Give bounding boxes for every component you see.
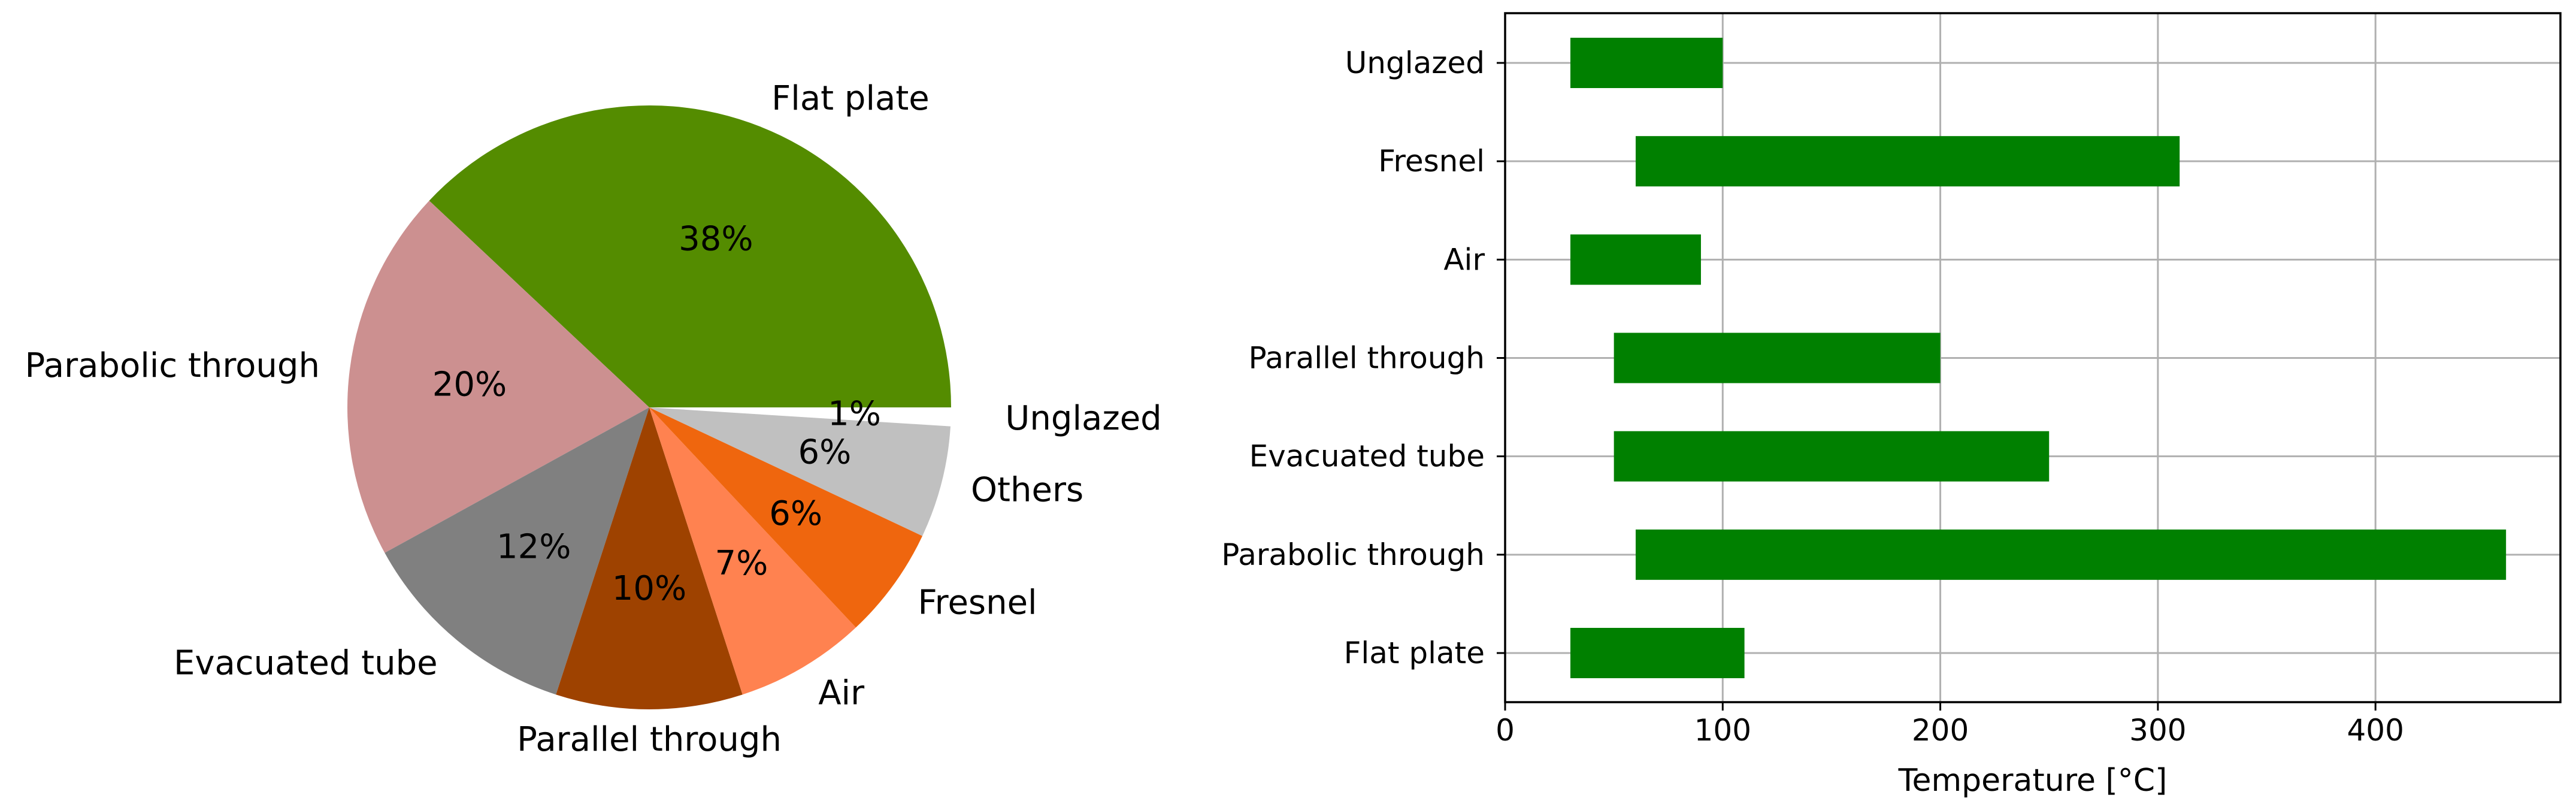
range-bar-unglazed: [1570, 38, 1723, 88]
x-tick-label: 400: [2347, 713, 2404, 748]
x-axis-label: Temperature [°C]: [1898, 763, 2168, 799]
pie-label-evacuated-tube: Evacuated tube: [174, 644, 438, 683]
pie-label-others: Others: [971, 470, 1083, 509]
range-bar-fresnel: [1635, 136, 2180, 187]
pie-pct-label-others: 6%: [798, 433, 851, 472]
range-bar-chart: 0 100 200 300 400 Flat plate Parabolic through…: [1221, 12, 2562, 799]
pie-slice-parallel-through: [556, 407, 743, 710]
pie-label-parabolic-through: Parabolic through: [25, 346, 320, 385]
pie-pct-label-parallel-through: 10%: [612, 569, 686, 608]
pie-slice-fresnel: [649, 407, 923, 628]
y-tick-label-evacuated-tube: Evacuated tube: [1249, 439, 1485, 474]
pie-slice-others: [649, 407, 951, 536]
pie-slice-evacuated-tube: [385, 407, 649, 695]
x-tick-label: 200: [1912, 713, 1969, 748]
pie-slice-parabolic-through: [347, 200, 649, 553]
pie-label-air: Air: [818, 674, 865, 713]
pie-pct-label-flat-plate: 38%: [679, 219, 753, 258]
range-bar-parabolic-through: [1635, 529, 2507, 580]
pie-pct-label-parabolic-through: 20%: [432, 365, 507, 404]
range-bar-air: [1570, 234, 1701, 285]
y-tick-label-air: Air: [1443, 242, 1485, 277]
pie-pct-label-unglazed: 1%: [828, 394, 881, 433]
y-tick-label-unglazed: Unglazed: [1345, 46, 1485, 80]
x-tick-label: 300: [2129, 713, 2186, 748]
pie-label-parallel-through: Parallel through: [517, 720, 782, 759]
pie-label-flat-plate: Flat plate: [771, 79, 930, 118]
pie-pct-label-fresnel: 6%: [769, 494, 822, 533]
y-tick-label-parallel-through: Parallel through: [1248, 341, 1485, 376]
x-tick-label: 0: [1496, 713, 1515, 748]
pie-pct-label-air: 7%: [715, 544, 768, 583]
pie-label-fresnel: Fresnel: [918, 583, 1037, 622]
pie-slice-unglazed: [673, 408, 976, 427]
pie-pct-label-evacuated-tube: 12%: [497, 528, 571, 567]
y-tick-label-flat-plate: Flat plate: [1344, 636, 1485, 670]
pie-slice-flat-plate: [429, 105, 952, 407]
x-tick-label: 100: [1694, 713, 1751, 748]
range-bar-parallel-through: [1614, 333, 1941, 383]
y-tick-label-fresnel: Fresnel: [1378, 144, 1485, 179]
pie-label-unglazed: Unglazed: [1005, 399, 1161, 438]
pie-chart: 38% Flat plate 20% Parabolic through 12% Evac…: [25, 79, 1162, 759]
range-bar-evacuated-tube: [1614, 431, 2050, 482]
pie-slice-air: [649, 407, 856, 695]
y-tick-label-parabolic-through: Parabolic through: [1221, 537, 1485, 572]
range-bar-flat-plate: [1570, 628, 1745, 678]
